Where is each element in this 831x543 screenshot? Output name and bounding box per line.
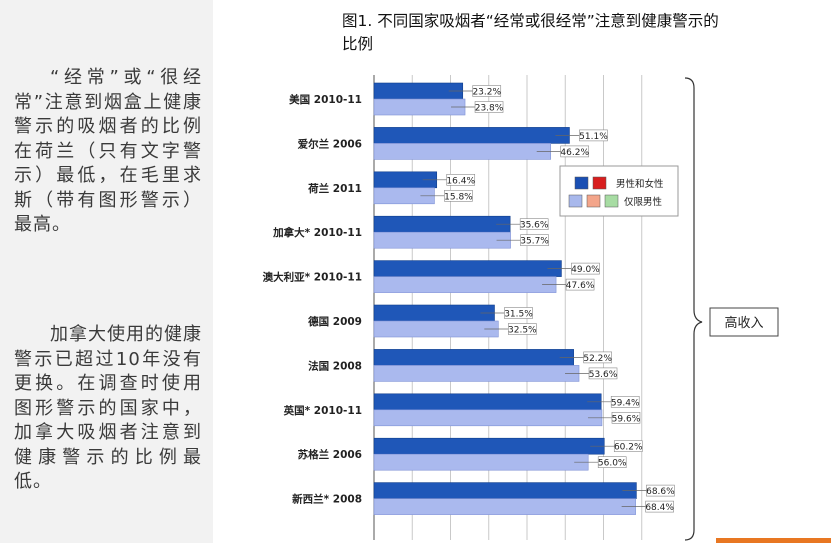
data-label: 23.8% bbox=[475, 104, 504, 114]
data-label: 16.4% bbox=[446, 176, 475, 186]
accent-bar bbox=[716, 538, 831, 543]
data-label-box bbox=[446, 174, 476, 186]
bar-both-sexes bbox=[373, 482, 637, 499]
bar-both-sexes bbox=[373, 304, 495, 322]
data-label-box bbox=[579, 129, 608, 142]
category-label: 美国 2010-11 bbox=[289, 93, 362, 106]
bar-both-sexes bbox=[373, 215, 511, 233]
bar-men-only bbox=[373, 453, 589, 471]
bar-men-only bbox=[373, 320, 499, 338]
summary-paragraph-2: 加拿大使用的健康警示已超过10年没有更换。在调查时使用图形警示的国家中，加拿大吸… bbox=[14, 324, 202, 492]
data-label-box bbox=[565, 278, 595, 291]
data-label: 31.5% bbox=[504, 310, 533, 320]
data-label-box bbox=[474, 101, 504, 113]
data-label: 35.6% bbox=[520, 221, 549, 231]
data-label-box bbox=[645, 500, 674, 513]
bar-men-only bbox=[373, 409, 603, 427]
data-label: 59.6% bbox=[612, 414, 641, 424]
legend-box bbox=[559, 165, 679, 217]
bar-men-only bbox=[373, 276, 557, 293]
category-label: 德国 2009 bbox=[307, 315, 362, 328]
data-label: 52.2% bbox=[583, 354, 612, 364]
bar-men-only bbox=[373, 143, 552, 160]
left-text-panel: “经常”或“很经常”注意到烟盒上健康警示的吸烟者的比例在荷兰（只有文字警示）最低… bbox=[0, 0, 213, 543]
bar-men-only bbox=[373, 231, 511, 249]
data-label: 68.4% bbox=[645, 503, 674, 513]
high-income-label: 高收入 bbox=[724, 315, 763, 331]
data-label-box bbox=[571, 262, 600, 275]
summary-paragraph-1: “经常”或“很经常”注意到烟盒上健康警示的吸烟者的比例在荷兰（只有文字警示）最低… bbox=[14, 67, 202, 235]
data-label-box bbox=[597, 456, 627, 469]
data-label: 32.5% bbox=[508, 326, 537, 336]
data-label: 49.0% bbox=[571, 265, 600, 275]
legend-label: 男性和女性 bbox=[616, 178, 664, 190]
category-label: 苏格兰 2006 bbox=[298, 448, 362, 461]
data-label: 60.2% bbox=[614, 443, 643, 453]
data-label-box bbox=[610, 395, 640, 408]
category-label: 爱尔兰 2006 bbox=[298, 137, 362, 150]
chart-title: 图1. 不同国家吸烟者“经常或很经常”注意到健康警示的比例 bbox=[342, 12, 719, 53]
data-label-box bbox=[520, 234, 549, 246]
data-label: 56.0% bbox=[598, 459, 627, 469]
legend-swatch bbox=[574, 176, 589, 190]
category-label: 澳大利亚* 2010-11 bbox=[263, 271, 362, 284]
data-label-box bbox=[613, 440, 643, 453]
legend-swatch bbox=[586, 194, 601, 208]
bar-men-only bbox=[373, 498, 636, 515]
bar-both-sexes bbox=[373, 349, 574, 366]
category-label: 英国* 2010-11 bbox=[283, 404, 362, 417]
data-label-box bbox=[646, 484, 675, 497]
data-label-box bbox=[519, 218, 549, 230]
legend-swatch bbox=[604, 194, 619, 208]
data-label-box bbox=[560, 145, 590, 158]
data-label-box bbox=[588, 367, 618, 380]
data-label: 53.6% bbox=[589, 370, 618, 380]
data-label-box bbox=[611, 411, 641, 424]
data-label: 68.6% bbox=[646, 487, 675, 497]
data-label: 51.1% bbox=[579, 132, 608, 142]
data-label: 47.6% bbox=[566, 281, 595, 291]
bar-both-sexes bbox=[373, 437, 605, 455]
category-label: 法国 2008 bbox=[308, 359, 362, 372]
high-income-bracket bbox=[684, 77, 703, 541]
data-label: 35.7% bbox=[520, 237, 549, 247]
data-label: 15.8% bbox=[444, 192, 473, 202]
data-label-box bbox=[508, 323, 537, 335]
category-label: 荷兰 2011 bbox=[307, 182, 362, 195]
category-label: 加拿大* 2010-11 bbox=[272, 226, 362, 239]
category-label: 新西兰* 2008 bbox=[292, 493, 362, 506]
data-label-box bbox=[504, 307, 533, 319]
bar-both-sexes bbox=[373, 393, 602, 411]
bar-both-sexes bbox=[373, 127, 570, 144]
legend-label: 仅限男性 bbox=[624, 196, 663, 208]
bar-both-sexes bbox=[373, 260, 562, 277]
data-label: 46.2% bbox=[560, 148, 589, 158]
data-label: 59.4% bbox=[611, 398, 640, 408]
data-label-box bbox=[444, 190, 473, 202]
high-income-label-box bbox=[709, 307, 779, 337]
bar-men-only bbox=[373, 365, 580, 382]
data-label-box bbox=[583, 351, 612, 364]
data-label: 23.2% bbox=[472, 88, 501, 98]
data-label-box bbox=[472, 85, 502, 97]
legend-swatch bbox=[568, 194, 583, 208]
legend-swatch bbox=[592, 176, 607, 190]
